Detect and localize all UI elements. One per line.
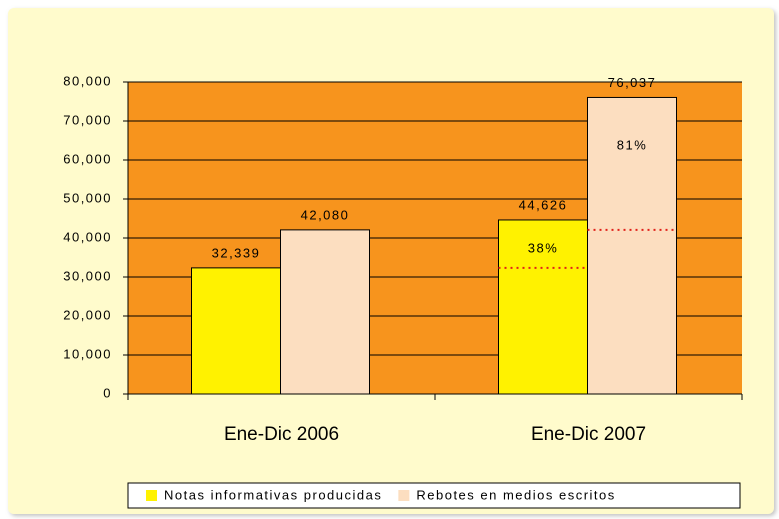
y-tick-label: 40,000 bbox=[63, 229, 112, 244]
bar bbox=[587, 96, 677, 395]
legend-swatch bbox=[398, 490, 410, 501]
bar bbox=[498, 219, 588, 395]
y-tick-label: 50,000 bbox=[63, 190, 112, 205]
value-label: 42,080 bbox=[301, 207, 350, 222]
bar bbox=[191, 267, 281, 395]
legend-swatch bbox=[146, 490, 157, 501]
x-tick-label: Ene-Dic 2007 bbox=[531, 424, 646, 445]
y-tick-label: 80,000 bbox=[63, 73, 112, 88]
bar bbox=[280, 229, 370, 395]
legend-label: Notas informativas producidas bbox=[164, 487, 382, 502]
value-label: 44,626 bbox=[519, 197, 568, 212]
x-tick-label: Ene-Dic 2006 bbox=[224, 424, 339, 445]
y-tick-label: 10,000 bbox=[63, 346, 112, 361]
y-tick-label: 30,000 bbox=[63, 268, 112, 283]
value-label: 32,339 bbox=[212, 245, 261, 260]
value-label: 76,037 bbox=[608, 75, 657, 90]
y-tick-label: 70,000 bbox=[63, 112, 112, 127]
legend-box bbox=[127, 482, 741, 509]
annotation: 38% bbox=[528, 240, 559, 255]
annotation: 81% bbox=[617, 137, 648, 152]
legend-label: Rebotes en medios escritos bbox=[416, 487, 615, 502]
y-tick-label: 20,000 bbox=[63, 307, 112, 322]
y-tick-label: 60,000 bbox=[63, 151, 112, 166]
y-tick-label: 0 bbox=[103, 385, 112, 400]
